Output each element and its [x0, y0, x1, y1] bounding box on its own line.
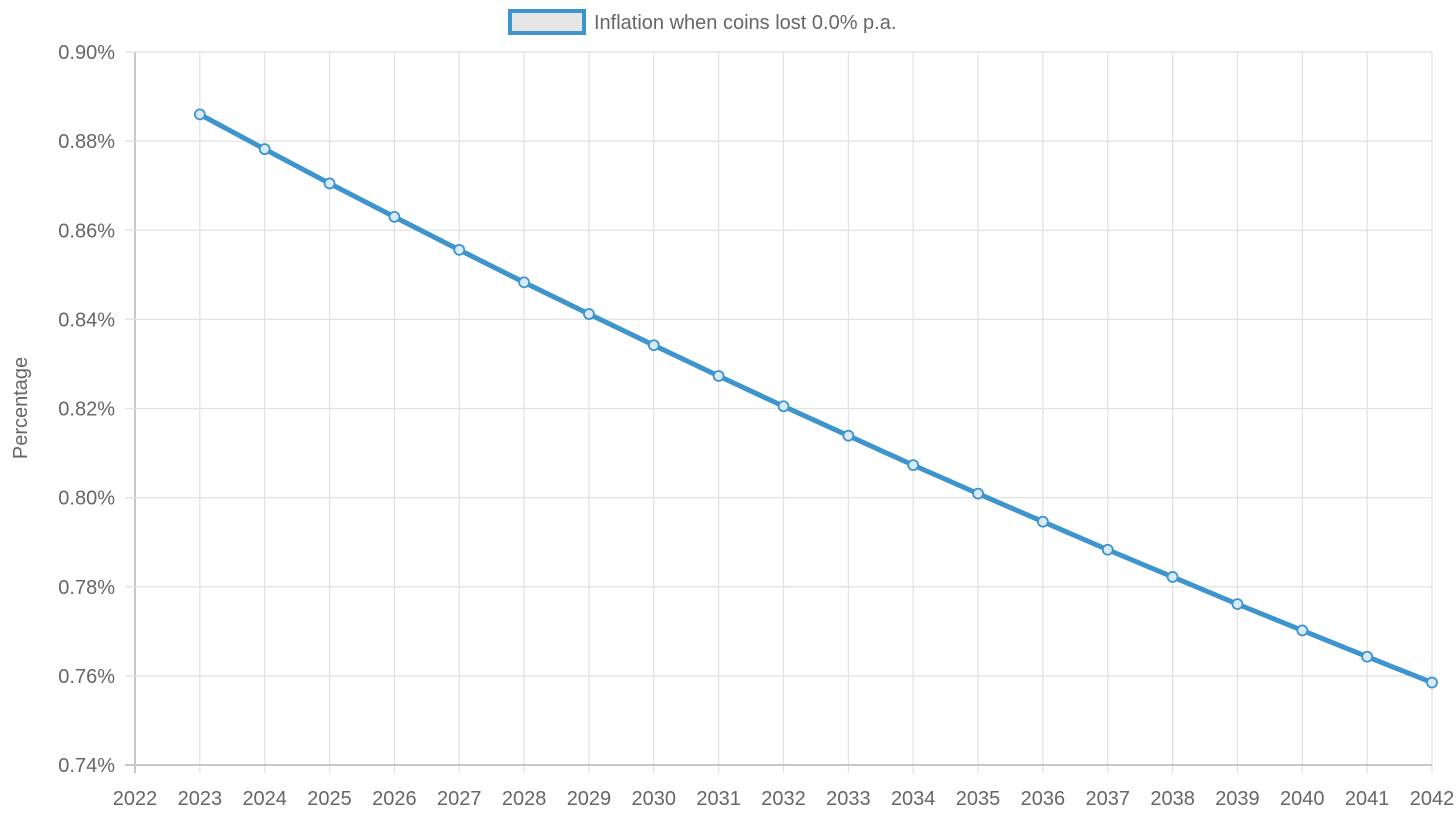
y-tick-label: 0.82% — [58, 399, 115, 421]
x-tick-label: 2030 — [632, 788, 677, 810]
y-tick-label: 0.80% — [58, 488, 115, 510]
data-point — [777, 400, 790, 413]
x-tick-label: 2034 — [891, 788, 936, 810]
x-tick-label: 2028 — [502, 788, 547, 810]
y-tick-label: 0.76% — [58, 666, 115, 688]
gridlines — [125, 51, 1433, 773]
x-tick-label: 2040 — [1280, 788, 1325, 810]
data-point — [518, 276, 530, 289]
x-tick-label: 2039 — [1215, 788, 1260, 810]
series-layer — [193, 108, 1438, 689]
data-point — [453, 243, 466, 256]
x-tick-label: 2026 — [372, 788, 417, 810]
data-point — [193, 108, 206, 121]
y-tick-label: 0.86% — [58, 220, 115, 242]
x-tick-label: 2023 — [178, 788, 223, 810]
y-tick-label: 0.78% — [58, 577, 115, 599]
x-tick-label: 2037 — [1086, 788, 1131, 810]
x-tick-label: 2022 — [113, 788, 158, 810]
y-tick-label: 0.88% — [58, 131, 115, 153]
x-tick-label: 2042 — [1410, 788, 1455, 810]
x-tick-label: 2029 — [567, 788, 612, 810]
series-line — [197, 111, 1435, 686]
legend[interactable]: Inflation when coins lost 0.0% p.a. — [508, 9, 896, 35]
x-tick-label: 2032 — [761, 788, 806, 810]
data-point — [712, 370, 725, 382]
data-point — [907, 459, 920, 471]
x-tick-label: 2038 — [1150, 788, 1195, 810]
x-tick-label: 2031 — [696, 788, 741, 810]
y-tick-label: 0.84% — [58, 309, 115, 331]
data-point — [972, 487, 984, 500]
data-point — [1037, 515, 1049, 528]
data-point — [258, 143, 271, 156]
data-point — [388, 210, 401, 223]
axes: 2022 2023 2024 2025 2026 2027 2028 2029 2030 2031… — [58, 42, 1454, 810]
data-point — [647, 339, 660, 352]
legend-swatch[interactable] — [508, 9, 586, 35]
x-tick-label: 2035 — [956, 788, 1001, 810]
data-point — [1296, 624, 1309, 637]
x-tick-label: 2041 — [1345, 788, 1390, 810]
data-point — [1231, 598, 1244, 611]
data-point — [583, 308, 595, 320]
y-tick-label: 0.90% — [58, 42, 115, 64]
data-point — [1426, 676, 1438, 689]
data-point — [1166, 571, 1179, 583]
x-tick-label: 2036 — [1021, 788, 1066, 810]
x-tick-label: 2024 — [242, 788, 287, 810]
y-axis-title: Percentage — [10, 357, 32, 459]
x-tick-label: 2033 — [826, 788, 871, 810]
data-point — [323, 177, 336, 190]
data-point — [1101, 543, 1114, 556]
data-point — [842, 429, 855, 442]
y-tick-label: 0.74% — [58, 755, 115, 777]
x-tick-label: 2025 — [307, 788, 352, 810]
legend-label[interactable]: Inflation when coins lost 0.0% p.a. — [594, 12, 896, 34]
x-tick-label: 2027 — [437, 788, 482, 810]
data-point — [1361, 650, 1374, 663]
